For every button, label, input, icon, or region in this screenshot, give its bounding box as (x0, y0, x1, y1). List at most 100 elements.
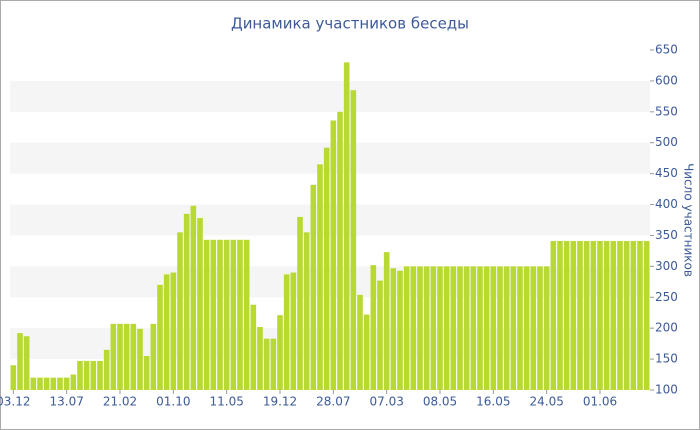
bar (257, 326, 263, 390)
bar (243, 239, 250, 390)
bar (563, 241, 570, 390)
bar (183, 213, 190, 390)
bar (457, 266, 463, 390)
bar (170, 272, 177, 390)
bar (30, 377, 37, 390)
bar (277, 315, 283, 390)
bar (50, 377, 57, 390)
bar (197, 218, 203, 390)
x-tick-label: 11.05 (209, 395, 243, 409)
bar (63, 377, 70, 390)
bar (77, 360, 83, 390)
bar (203, 239, 210, 390)
bar (530, 266, 537, 390)
bar (83, 360, 90, 390)
bar (323, 147, 330, 390)
bar (230, 239, 237, 390)
grid-band (10, 80, 650, 112)
bar (490, 266, 497, 390)
bar (37, 377, 43, 390)
bar (437, 266, 443, 390)
x-tick-label: 19.12 (263, 395, 297, 409)
bar (603, 241, 610, 390)
bar (270, 338, 277, 390)
bar (310, 184, 317, 390)
y-tick-label: 250 (655, 290, 678, 304)
bar (350, 90, 357, 390)
bar (517, 266, 523, 390)
bar (110, 323, 117, 390)
bar (477, 266, 483, 390)
bar (223, 239, 230, 390)
bar (130, 323, 137, 390)
bar (543, 266, 550, 390)
y-tick-label: 600 (655, 73, 678, 87)
bar (417, 266, 423, 390)
bar (617, 241, 623, 390)
bar (317, 164, 323, 390)
bar (537, 266, 543, 390)
bar (217, 239, 223, 390)
x-tick-label: 01.10 (156, 395, 190, 409)
y-tick-label: 100 (655, 383, 678, 397)
bar (503, 266, 510, 390)
chart-title: Динамика участников беседы (231, 15, 469, 33)
bar (610, 241, 617, 390)
bar (190, 205, 197, 390)
x-tick-label: 08.05 (423, 395, 457, 409)
bar (70, 374, 77, 390)
y-tick-label: 500 (655, 135, 678, 149)
bar (337, 111, 343, 391)
bar (423, 266, 430, 390)
bar (570, 241, 577, 390)
bar (383, 252, 390, 390)
bar (370, 265, 377, 390)
bar (43, 377, 50, 390)
bar (443, 266, 450, 390)
bar (123, 323, 130, 390)
bar (90, 360, 97, 390)
bar (497, 266, 503, 390)
y-tick-label: 400 (655, 197, 678, 211)
bar (283, 274, 290, 390)
grid-band (10, 204, 650, 236)
bar (10, 365, 17, 390)
y-axis-label: Число участников (682, 163, 696, 277)
bar (390, 268, 397, 390)
bar (177, 232, 183, 390)
x-tick-label: 16.05 (476, 395, 510, 409)
bar (163, 274, 170, 390)
bar (557, 241, 563, 390)
x-tick-label: 13.07 (49, 395, 83, 409)
y-tick-label: 450 (655, 166, 678, 180)
bar (137, 328, 143, 390)
bar (343, 62, 350, 390)
bar (403, 266, 410, 390)
bar (57, 377, 63, 390)
grid-band (10, 142, 650, 174)
bar (250, 304, 257, 390)
x-tick-label: 03.12 (0, 395, 31, 409)
bar (550, 241, 557, 390)
y-tick-label: 550 (655, 104, 678, 118)
bar (410, 266, 417, 390)
bar (143, 356, 150, 390)
bar (210, 239, 217, 390)
bar (150, 323, 157, 390)
bar (597, 241, 603, 390)
bar (623, 241, 630, 390)
x-tick-label: 21.02 (103, 395, 137, 409)
bar (590, 241, 597, 390)
bar (583, 241, 590, 390)
bar (397, 270, 403, 390)
bar (23, 336, 30, 390)
bar (263, 338, 270, 390)
bar (97, 360, 103, 390)
grid-band (10, 328, 650, 360)
bar (290, 272, 297, 390)
bar (470, 266, 477, 390)
bar (577, 241, 583, 390)
bar (103, 349, 110, 390)
bar (330, 120, 337, 391)
